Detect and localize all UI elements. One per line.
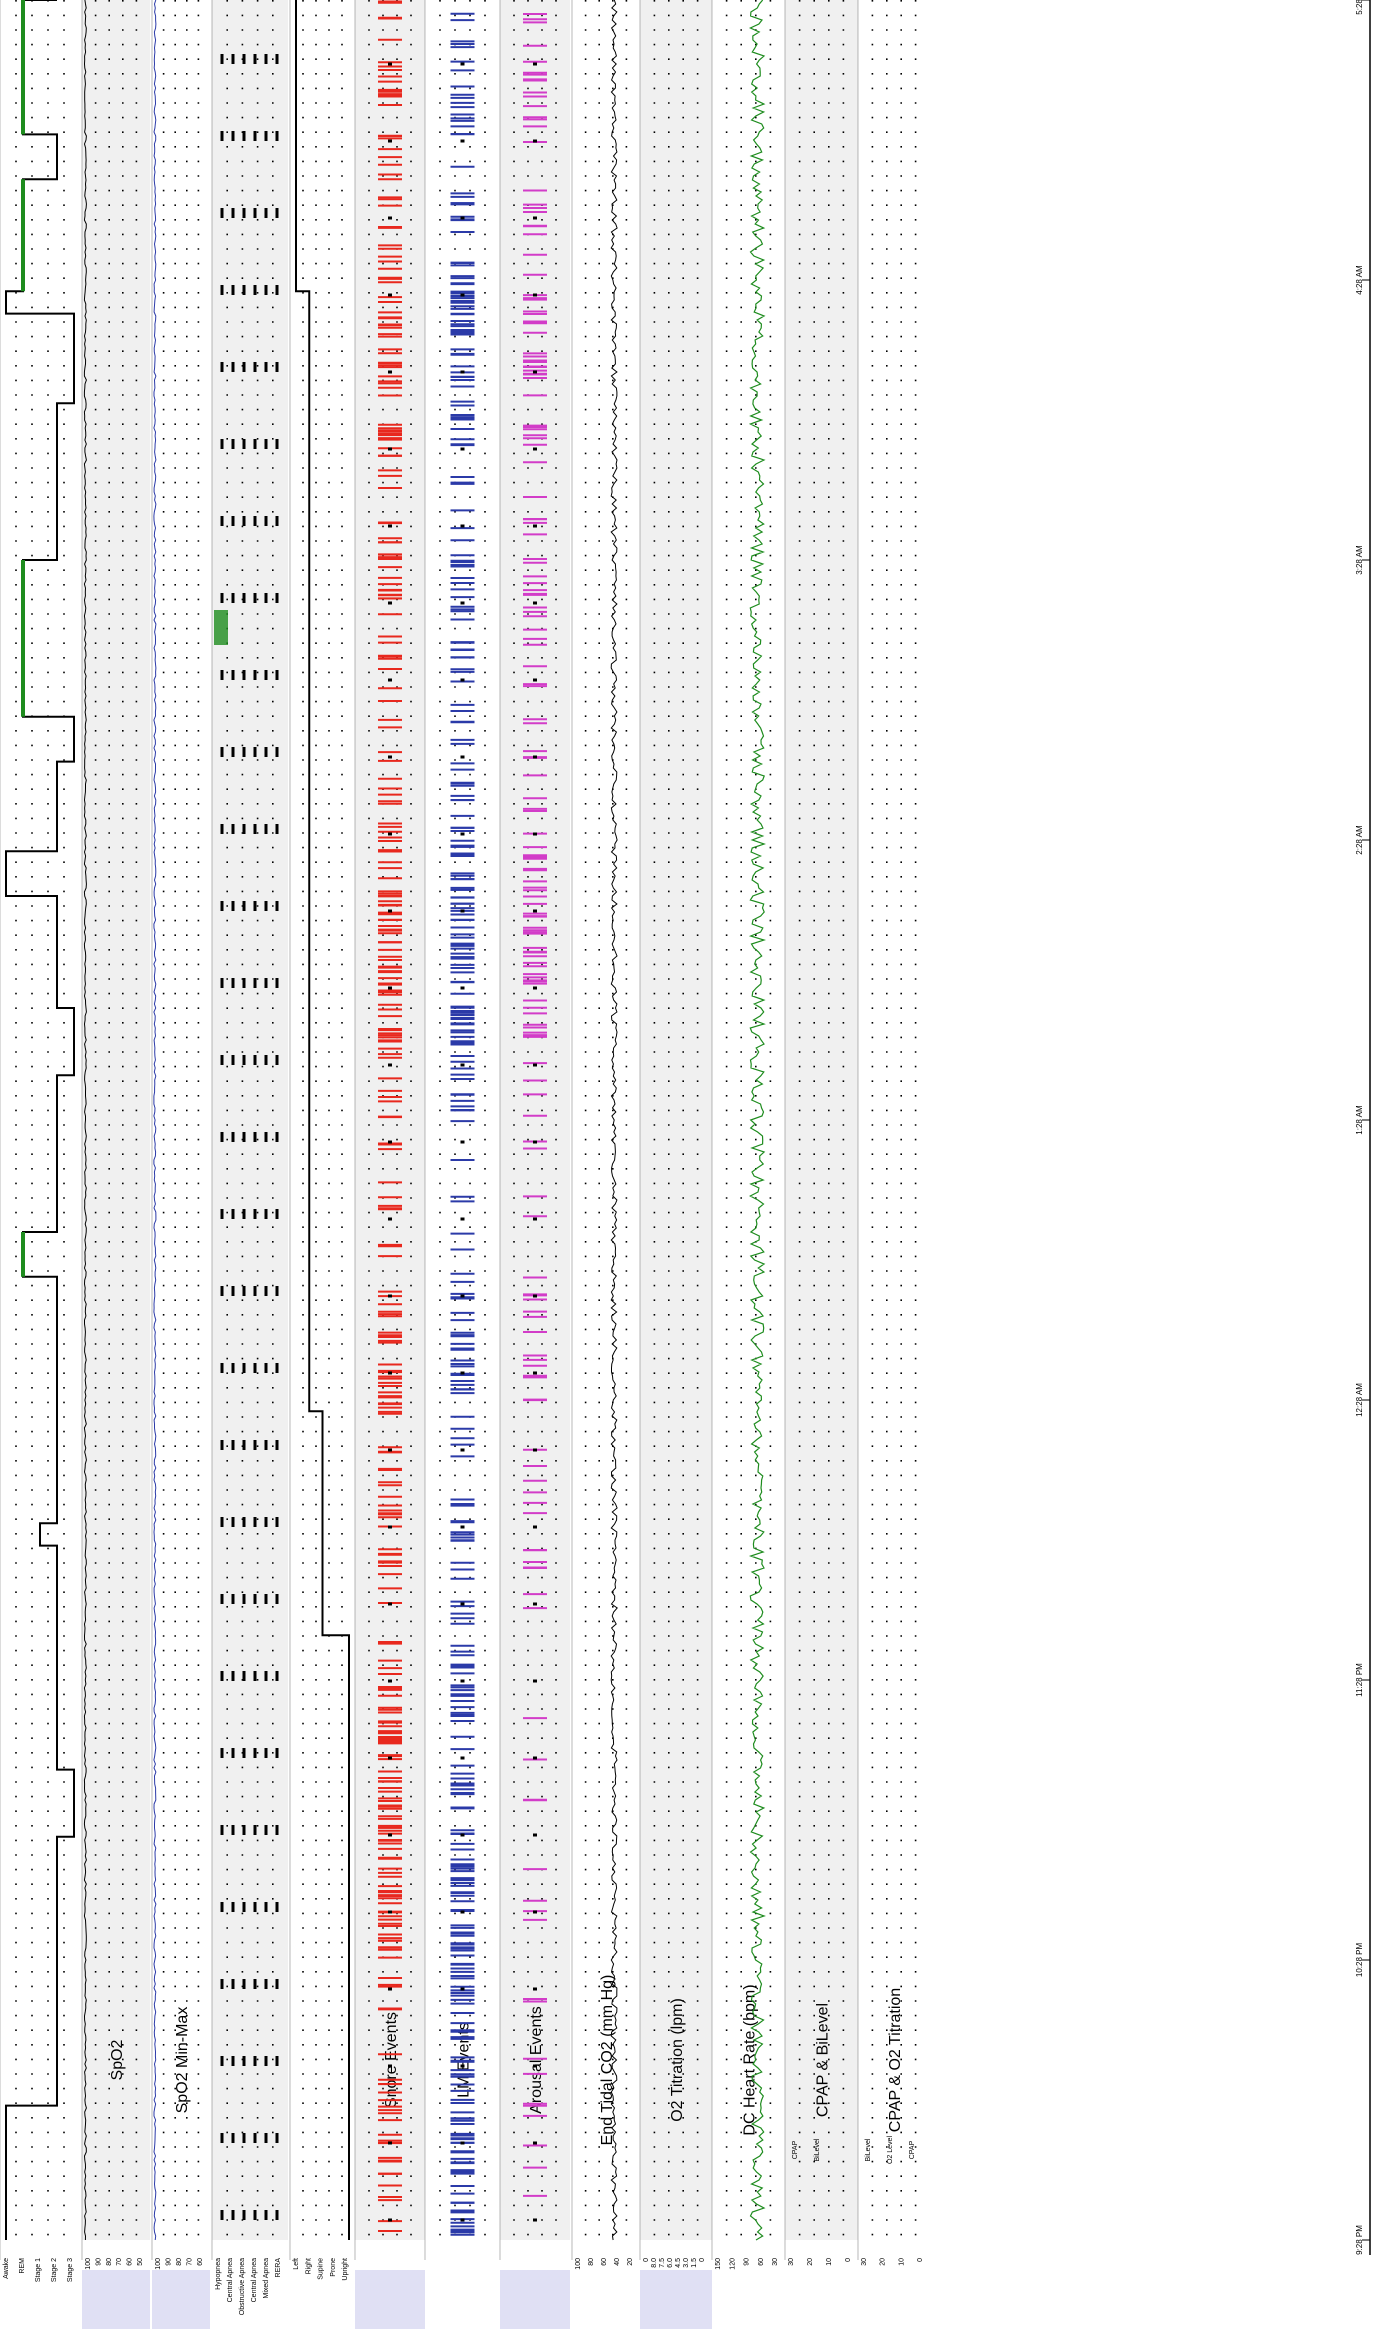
axis-tick-sleep_stage: REM (19, 2258, 26, 2274)
time-tick-label: 2:28 AM (1355, 825, 1364, 855)
time-tick-label: 9:28 PM (1355, 2225, 1364, 2255)
axis-tick-spo2: 60 (127, 2258, 134, 2266)
axis-tick-resp: Obstructive Apnea (239, 2258, 246, 2315)
axis-tick-spo2: 80 (106, 2258, 113, 2266)
panel-band-cpap_bilevel (785, 0, 858, 2240)
axis-tick-resp: Central Apnea (251, 2258, 258, 2302)
axis-band-spo2_minmax (152, 2270, 210, 2329)
panel-band-resp (212, 0, 288, 2240)
axis-tick-position: Right (305, 2258, 312, 2274)
axis-tick-spo2_minmax: 80 (176, 2258, 183, 2266)
panel-marker-cpap_bilevel: BiLevel (814, 2138, 821, 2161)
panel-marker-cpap_o2: CPAP (909, 2140, 916, 2159)
spo2-minmax-trace (153, 0, 157, 2241)
panel-title-cpap_bilevel: CPAP & BiLevel (815, 2003, 832, 2117)
panel-title-spo2: SpO2 (109, 2039, 126, 2080)
time-tick-label: 10:28 PM (1355, 1943, 1364, 1978)
axis-tick-position: Prone (330, 2258, 337, 2277)
axis-tick-resp: Central Apnea (227, 2258, 234, 2302)
panel-marker-cpap_o2: O2 Level (887, 2136, 894, 2164)
axis-tick-hr: 120 (729, 2258, 736, 2270)
grid (15, 0, 917, 2240)
arousal-event-group (523, 12, 547, 2222)
axis-tick-cpap_bilevel: 0 (845, 2258, 852, 2262)
panel-band-o2 (640, 0, 712, 2240)
axis-tick-o2: 1.5 (691, 2258, 698, 2268)
axis-tick-o2: 3.0 (683, 2258, 690, 2268)
axis-tick-spo2: 50 (137, 2258, 144, 2266)
axis-band-spo2 (82, 2270, 150, 2329)
axis-tick-cpap_o2: 0 (917, 2258, 924, 2262)
panel-title-spo2_minmax: SpO2 Min-Max (174, 2007, 191, 2114)
axis-tick-o2: 0 (699, 2258, 706, 2262)
panel-title-etco2: End Tidal CO2 (mm Hg) (599, 1975, 616, 2146)
axis-tick-hr: 30 (772, 2258, 779, 2266)
time-tick-label: 3:28 AM (1355, 545, 1364, 575)
position-line (295, 0, 350, 2240)
time-tick-label: 5:28 AM (1355, 0, 1364, 15)
panel-title-arousal: Arousal Events (528, 2006, 545, 2114)
axis-tick-o2: 6.0 (667, 2258, 674, 2268)
panel-band-spo2 (82, 0, 150, 2240)
axis-tick-sleep_stage: Stage 1 (35, 2258, 42, 2282)
axis-tick-spo2: 90 (95, 2258, 102, 2266)
panel-marker-cpap_o2: BiLevel (865, 2138, 872, 2161)
axis-band-o2 (640, 2270, 712, 2329)
etco2-trace (610, 0, 618, 2241)
axis-tick-hr: 60 (758, 2258, 765, 2266)
axis-tick-hr: 150 (715, 2258, 722, 2270)
axis-tick-spo2_minmax: 70 (187, 2258, 194, 2266)
axis-tick-spo2: 70 (116, 2258, 123, 2266)
axis-tick-cpap_bilevel: 10 (826, 2258, 833, 2266)
axis-tick-resp: RERA (275, 2258, 282, 2278)
time-tick-label: 1:28 AM (1355, 1105, 1364, 1135)
snore-event-group (378, 0, 402, 2232)
axis-tick-etco2: 80 (588, 2258, 595, 2266)
axis-tick-sleep_stage: Awake (3, 2258, 10, 2279)
time-tick-label: 4:28 AM (1355, 265, 1364, 295)
heart-rate-trace (748, 0, 767, 2241)
time-tick-label: 12:28 AM (1355, 1383, 1364, 1417)
panel-title-hr: DC Heart Rate (bpm) (742, 1984, 759, 2135)
axis-tick-etco2: 20 (627, 2258, 634, 2266)
axis-tick-o2: 8.0 (651, 2258, 658, 2268)
axis-band-arousal (500, 2270, 570, 2329)
axis-tick-spo2_minmax: 100 (155, 2258, 162, 2270)
axis-tick-position: Left (293, 2258, 300, 2270)
axis-tick-etco2: 100 (575, 2258, 582, 2270)
panel-band-arousal (500, 0, 570, 2240)
axis-tick-cpap_o2: 10 (898, 2258, 905, 2266)
axis-tick-sleep_stage: Stage 2 (51, 2258, 58, 2282)
panel-title-cpap_o2: CPAP & O2 Titration (887, 1988, 904, 2132)
axis-tick-spo2: 100 (85, 2258, 92, 2270)
axis-tick-hr: 90 (744, 2258, 751, 2266)
panel-title-snore: Snore Events (383, 2012, 400, 2108)
axis-tick-position: Supine (318, 2258, 325, 2280)
axis-tick-spo2_minmax: 60 (197, 2258, 204, 2266)
panel-marker-cpap_bilevel: CPAP (792, 2140, 799, 2159)
axis-tick-etco2: 60 (601, 2258, 608, 2266)
panel-title-o2: O2 Titration (lpm) (669, 1998, 686, 2122)
spo2-trace (83, 0, 87, 2241)
axis-tick-sleep_stage: Stage 3 (67, 2258, 74, 2282)
axis-tick-resp: Mixed Apnea (263, 2258, 270, 2299)
lm-event-group (450, 12, 475, 2236)
axis-tick-cpap_bilevel: 20 (807, 2258, 814, 2266)
axis-band-snore (355, 2270, 425, 2329)
hypopnea-event (214, 610, 228, 645)
axis-tick-o2: 0 (643, 2258, 650, 2262)
axis-tick-o2: 7.5 (659, 2258, 666, 2268)
axis-tick-resp: Hypopnea (215, 2258, 222, 2290)
axis-tick-cpap_bilevel: 30 (788, 2258, 795, 2266)
axis-tick-spo2_minmax: 90 (166, 2258, 173, 2266)
axis-tick-etco2: 40 (614, 2258, 621, 2266)
axis-tick-o2: 4.5 (675, 2258, 682, 2268)
axis-tick-position: Upright (342, 2258, 349, 2281)
axis-tick-cpap_o2: 20 (880, 2258, 887, 2266)
axis-tick-cpap_o2: 30 (861, 2258, 868, 2266)
time-tick-label: 11:28 PM (1355, 1663, 1364, 1697)
hypnogram-line (5, 0, 75, 2240)
